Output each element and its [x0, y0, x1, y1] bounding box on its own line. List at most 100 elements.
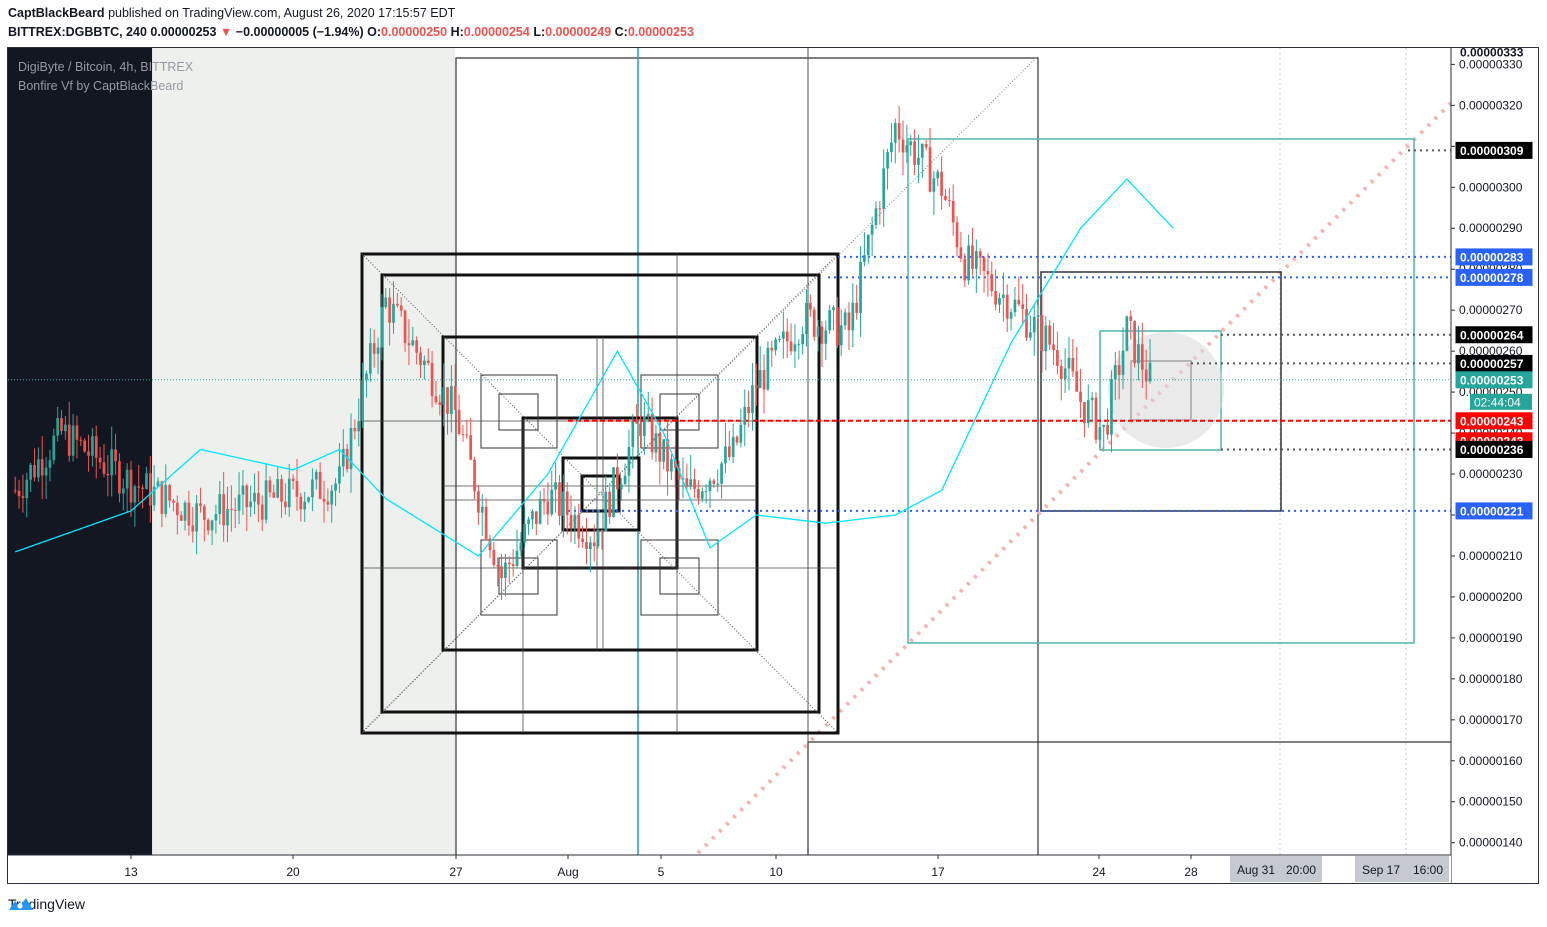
tradingview-logo-icon — [9, 898, 33, 910]
price-chart[interactable]: 0.00000140 0.00000150 0.00000160 0.00000170… — [8, 48, 1539, 884]
chart-container[interactable]: 0.00000140 0.00000150 0.00000160 0.00000170… — [7, 47, 1539, 884]
symbol-label: BITTREX:DGBBTC, 240 — [8, 25, 147, 39]
price-tag-label: 0.00000333 — [1460, 48, 1524, 60]
candle — [1113, 365, 1117, 380]
tradingview-footer[interactable]: TradingView — [8, 896, 85, 912]
candle — [314, 471, 318, 480]
candle — [708, 480, 712, 492]
candle — [951, 200, 955, 223]
candle — [118, 461, 121, 494]
time-range-bg — [1230, 856, 1322, 882]
time-tick-label: 28 — [1184, 865, 1198, 879]
candle — [766, 347, 770, 390]
candle — [129, 469, 133, 503]
candle — [237, 494, 241, 511]
candle — [48, 460, 52, 468]
candle — [52, 435, 56, 461]
candle — [326, 501, 330, 505]
candle — [434, 396, 438, 403]
price-tick-label: 0.00000180 — [1459, 672, 1523, 686]
candle — [17, 490, 21, 497]
candle — [870, 224, 874, 235]
candle — [411, 340, 415, 346]
candle — [226, 509, 229, 526]
candle — [87, 451, 90, 456]
candle — [897, 123, 901, 140]
change-value: −0.00000005 (−1.94%) — [235, 25, 364, 39]
candle — [847, 312, 851, 331]
author-name[interactable]: CaptBlackBeard — [8, 6, 105, 20]
candle — [700, 491, 704, 499]
candle — [758, 370, 762, 389]
candle — [268, 480, 272, 493]
time-range-label: Sep 17 16:00 — [1355, 856, 1449, 882]
candle — [851, 302, 855, 331]
candle — [809, 302, 812, 310]
candle — [21, 496, 25, 499]
candle — [1079, 391, 1082, 402]
candle — [299, 496, 303, 510]
candle — [307, 497, 310, 502]
candle — [812, 309, 816, 337]
candle — [612, 467, 615, 517]
candle — [75, 425, 79, 440]
candle — [37, 459, 40, 478]
candle — [44, 467, 48, 476]
candle — [685, 478, 689, 487]
candle — [488, 538, 492, 551]
time-frame-lower — [807, 741, 1451, 855]
price-tag-label: 0.00000236 — [1460, 443, 1524, 457]
candle — [272, 492, 276, 498]
candle — [1117, 365, 1121, 375]
candle — [785, 331, 789, 342]
candle — [1140, 344, 1144, 370]
candle — [982, 257, 986, 271]
candle — [233, 509, 237, 511]
price-tag: 0.00000309 — [1455, 141, 1533, 159]
time-tick-label: 5 — [658, 865, 665, 879]
candle — [260, 504, 264, 520]
candle — [94, 436, 98, 458]
dark-region — [8, 48, 153, 855]
candle — [295, 480, 299, 497]
candle — [843, 312, 847, 326]
candle — [1071, 357, 1075, 372]
candle — [1002, 294, 1005, 298]
candle — [577, 514, 581, 539]
candle — [689, 479, 693, 487]
candle — [1067, 357, 1071, 369]
candle — [727, 446, 731, 457]
low-value: 0.00000249 — [545, 25, 612, 39]
open-label: O: — [367, 25, 382, 39]
price-tag-bg — [1455, 326, 1533, 344]
candle — [959, 247, 963, 259]
candle — [820, 326, 824, 344]
candle — [376, 347, 380, 354]
candle — [91, 436, 94, 456]
candle — [1106, 425, 1109, 435]
candle — [623, 475, 627, 485]
candle — [507, 562, 511, 565]
candle — [581, 538, 584, 543]
price-tick-label: 0.00000300 — [1459, 180, 1523, 194]
gann-subsquare — [480, 374, 558, 449]
candle — [156, 481, 160, 487]
candle — [724, 446, 727, 464]
candle — [133, 486, 137, 503]
close-value: 0.00000253 — [627, 25, 694, 39]
candle — [172, 500, 175, 503]
candle — [754, 385, 758, 389]
countdown-label: 02:44:04 — [1474, 395, 1521, 409]
candle — [1056, 350, 1059, 366]
candle — [561, 491, 565, 516]
candle — [1040, 315, 1044, 352]
high-label: H: — [450, 25, 464, 39]
candle — [1009, 312, 1013, 319]
candle — [141, 487, 144, 489]
gann-square-2 — [380, 273, 821, 714]
candle — [303, 501, 307, 510]
price-tag: 0.00000264 — [1455, 326, 1533, 344]
candle — [909, 141, 913, 146]
candle — [824, 330, 828, 344]
indicator-legend[interactable]: Bonfire Vf by CaptBlackBeard — [18, 79, 184, 93]
